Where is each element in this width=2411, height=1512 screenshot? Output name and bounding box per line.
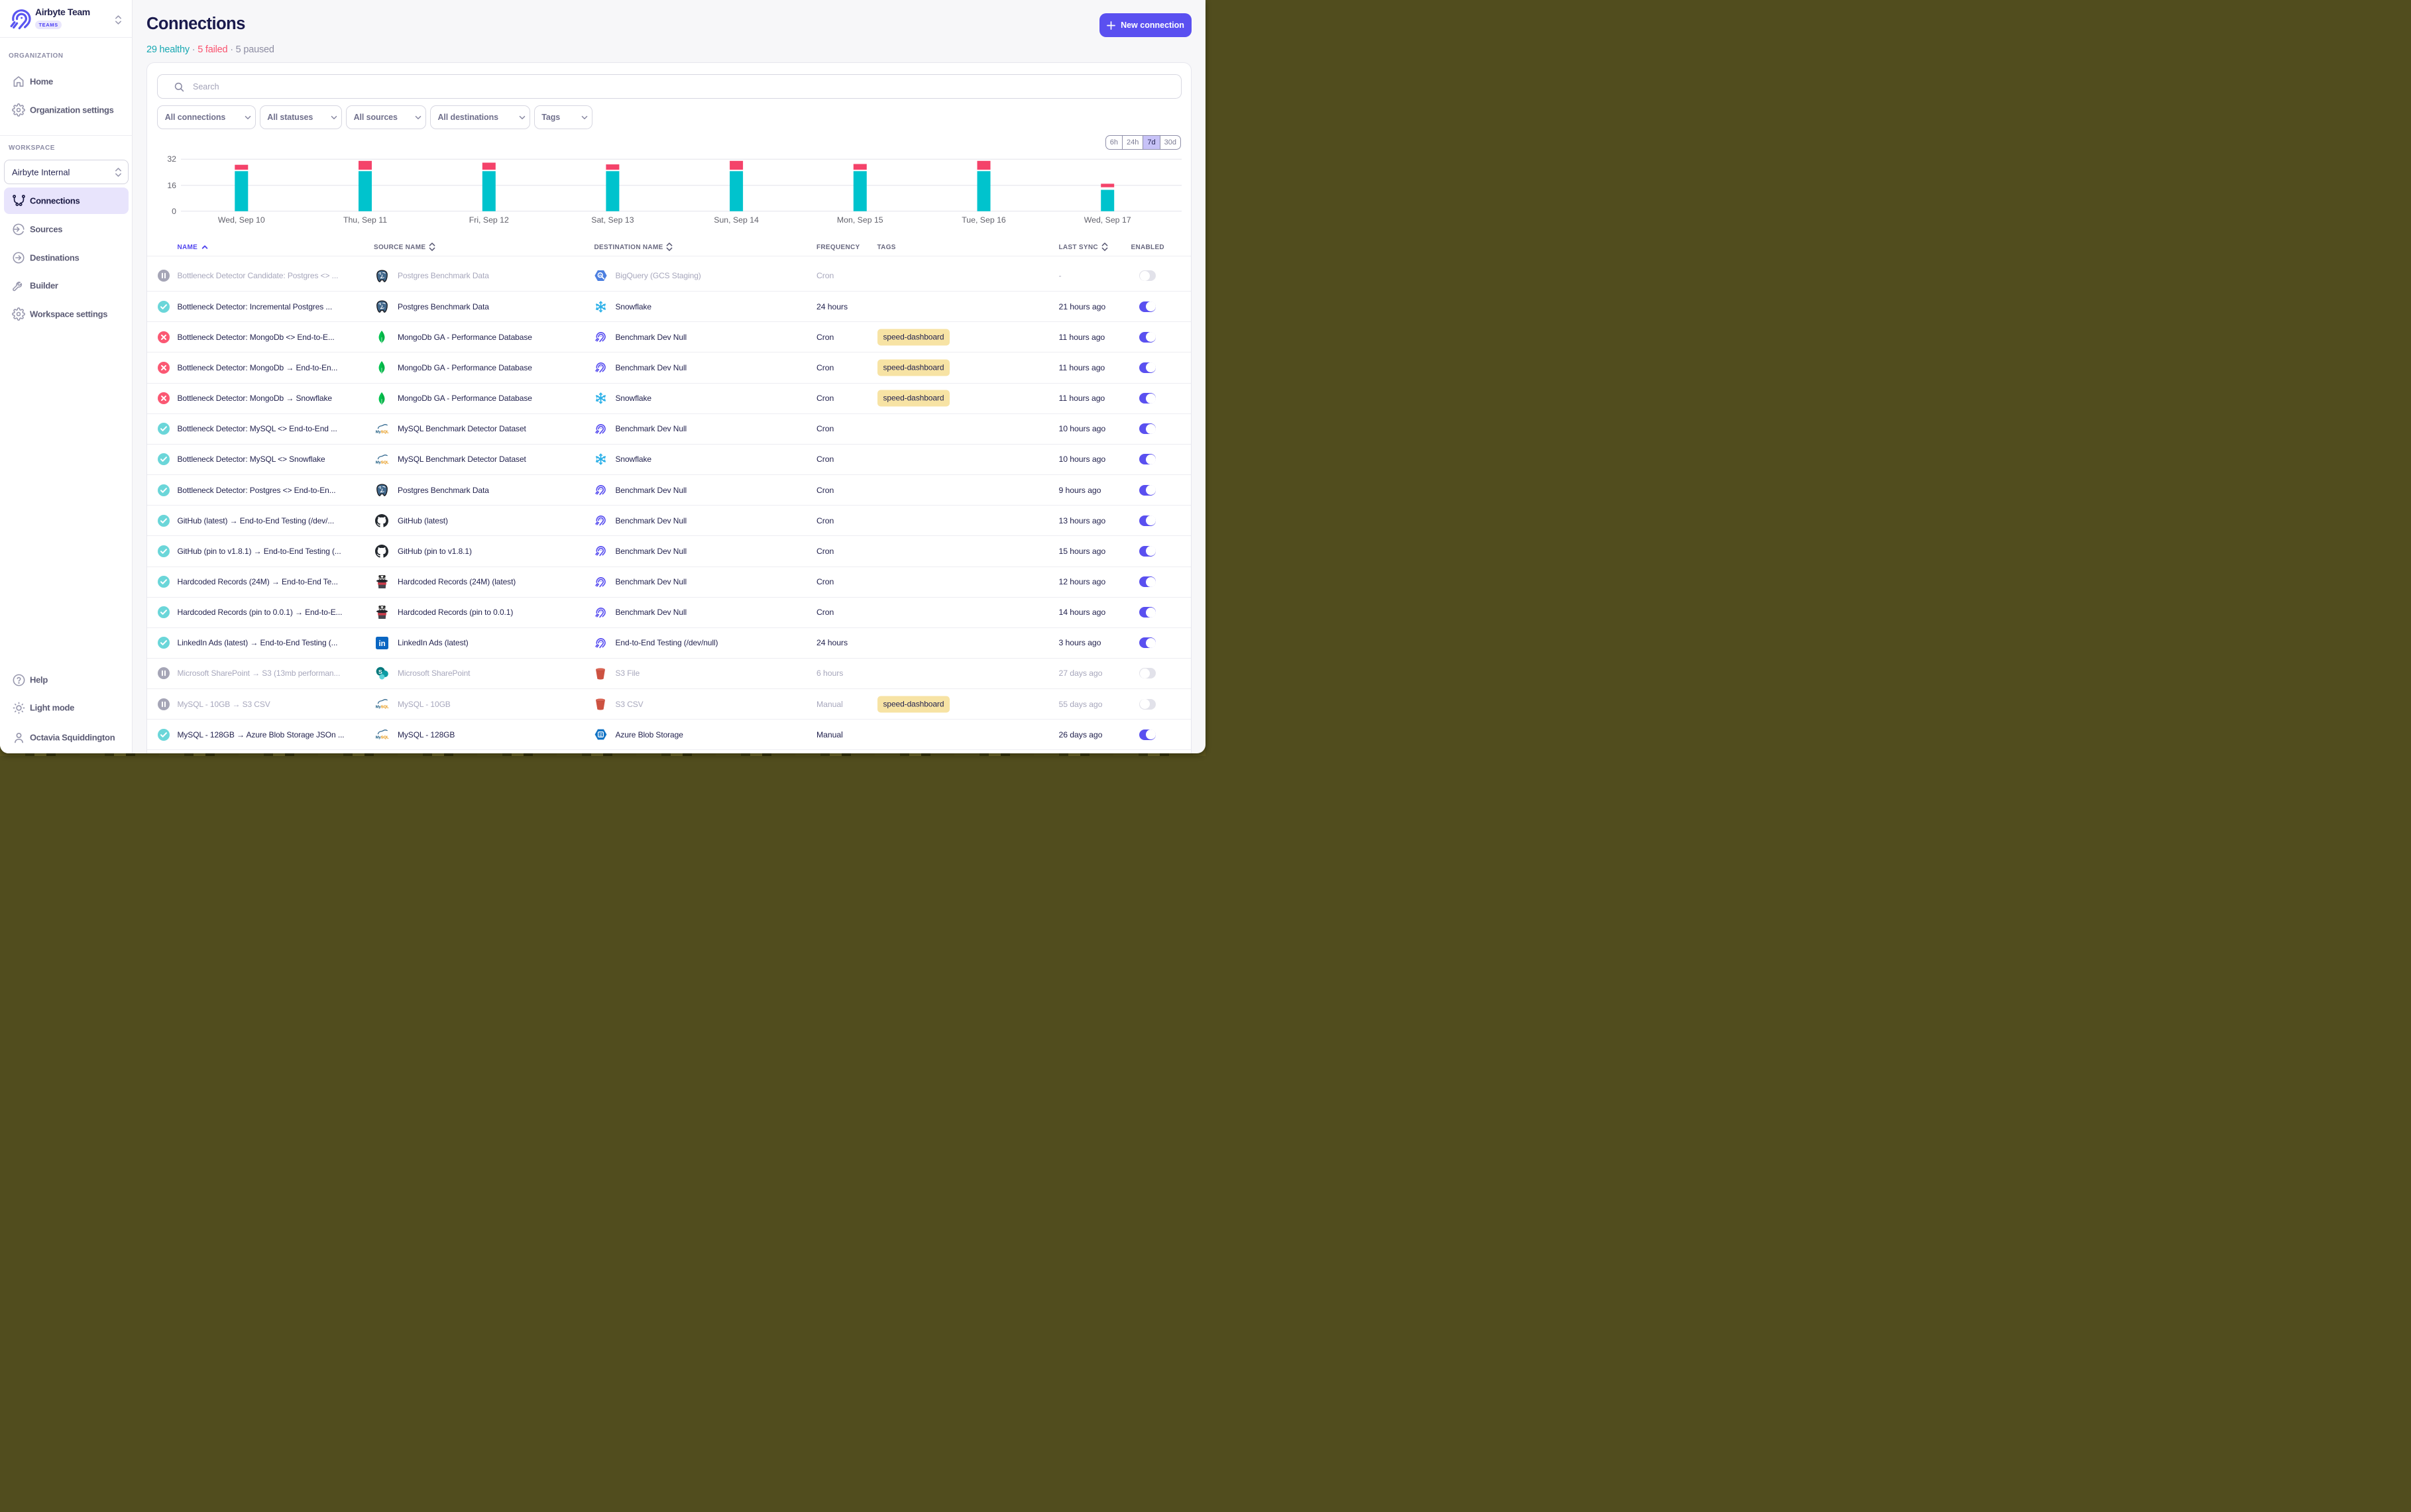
svg-text:My: My: [376, 430, 382, 434]
svg-text:Fri, Sep 12: Fri, Sep 12: [469, 215, 509, 225]
svg-text:SQL: SQL: [381, 706, 389, 710]
svg-text:Tue, Sep 16: Tue, Sep 16: [962, 215, 1006, 225]
svg-text:Sun, Sep 14: Sun, Sep 14: [714, 215, 759, 225]
svg-text:My: My: [376, 706, 382, 710]
svg-text:0: 0: [172, 207, 176, 216]
svg-text:Wed, Sep 17: Wed, Sep 17: [1084, 215, 1131, 225]
svg-text:in: in: [378, 640, 385, 648]
svg-text:16: 16: [167, 181, 176, 190]
svg-text:01: 01: [599, 735, 602, 737]
svg-text:Wed, Sep 10: Wed, Sep 10: [218, 215, 265, 225]
svg-text:10: 10: [599, 733, 602, 735]
svg-text:S: S: [378, 669, 382, 676]
svg-text:32: 32: [167, 154, 176, 164]
svg-text:SQL: SQL: [381, 736, 389, 740]
svg-text:My: My: [376, 736, 382, 740]
svg-text:Thu, Sep 11: Thu, Sep 11: [343, 215, 387, 225]
svg-text:Mon, Sep 15: Mon, Sep 15: [837, 215, 883, 225]
svg-text:SQL: SQL: [381, 430, 389, 434]
svg-text:Sat, Sep 13: Sat, Sep 13: [591, 215, 634, 225]
svg-text:My: My: [376, 460, 382, 464]
svg-text:SQL: SQL: [381, 460, 389, 464]
